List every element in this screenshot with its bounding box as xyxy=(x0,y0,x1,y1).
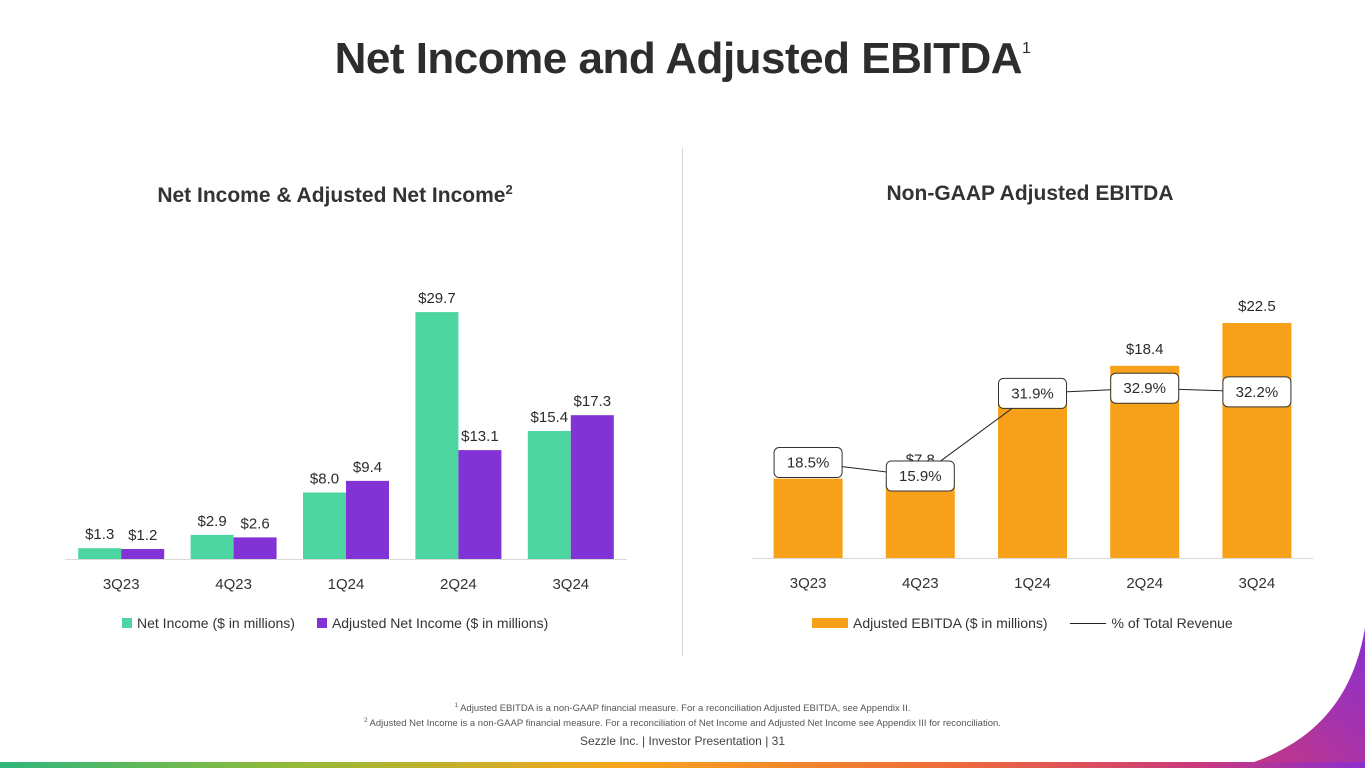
legend-swatch-adjusted-net-income xyxy=(316,618,327,628)
ebitda-value-label-2q24: $18.4 xyxy=(1126,341,1164,358)
percent-revenue-label-4q23: 15.9% xyxy=(899,468,942,485)
percent-revenue-marker-3q23 xyxy=(773,447,843,479)
adjusted-net-income-bar-1q24 xyxy=(346,480,389,559)
ebitda-chart-title: Non-GAAP Adjusted EBITDA xyxy=(886,182,1174,205)
legend-item-percent-revenue: % of Total Revenue xyxy=(1069,615,1233,631)
legend-label-adjusted-ebitda: Adjusted EBITDA ($ in millions) xyxy=(853,615,1048,631)
net-income-bar-2q24 xyxy=(415,312,459,559)
adjusted-net-income-value-label-3q24: $17.3 xyxy=(574,393,612,410)
legend-label-percent-revenue: % of Total Revenue xyxy=(1111,615,1233,631)
ebitda-value-label-3q24: $22.5 xyxy=(1238,298,1276,315)
percent-revenue-marker-3q24 xyxy=(1222,376,1292,408)
charts-canvas: $1.3 $1.2 3Q23 $2.9 $2.6 4Q23 $8.0 $9.4 1Q24 $29.… xyxy=(65,290,1313,593)
adjusted-net-income-bar-4q23 xyxy=(233,537,277,559)
ebitda-x-tick-2q24: 2Q24 xyxy=(1126,575,1163,592)
legend-swatch-adjusted-ebitda xyxy=(812,618,848,628)
net-income-value-label-1q24: $8.0 xyxy=(310,471,339,488)
adjusted-net-income-value-label-1q24: $9.4 xyxy=(353,459,382,476)
net-income-x-tick-2q24: 2Q24 xyxy=(440,576,477,593)
legend-swatch-percent-revenue xyxy=(1069,622,1106,624)
adjusted-net-income-bar-2q24 xyxy=(458,450,502,559)
net-income-x-tick-1q24: 1Q24 xyxy=(328,576,365,593)
net-income-bar-3q24 xyxy=(527,430,571,559)
net-income-chart-title: Net Income & Adjusted Net Income2 xyxy=(157,182,513,207)
percent-revenue-marker-4q23 xyxy=(885,460,955,492)
net-income-x-tick-3q23: 3Q23 xyxy=(103,576,140,593)
net-income-value-label-2q24: $29.7 xyxy=(418,290,456,307)
page-footer: Sezzle Inc. | Investor Presentation | 31 xyxy=(579,734,785,748)
net-income-value-label-3q24: $15.4 xyxy=(531,409,569,426)
footnotes: 1 Adjusted EBITDA is a non-GAAP financia… xyxy=(0,700,1365,730)
ebitda-bar-3q24 xyxy=(1222,323,1292,558)
adjusted-net-income-value-label-2q24: $13.1 xyxy=(461,428,499,445)
adjusted-net-income-bar-3q24 xyxy=(570,415,614,559)
ebitda-x-tick-3q23: 3Q23 xyxy=(790,575,827,592)
adjusted-net-income-bar-3q23 xyxy=(121,549,165,559)
corner-decoration xyxy=(1235,628,1365,768)
percent-revenue-marker-1q24 xyxy=(998,377,1067,409)
legend-item-adjusted-net-income: Adjusted Net Income ($ in millions) xyxy=(316,615,549,631)
legend-label-adjusted-net-income: Adjusted Net Income ($ in millions) xyxy=(331,615,549,631)
net-income-x-tick-4q23: 4Q23 xyxy=(215,576,252,593)
adjusted-net-income-value-label-3q23: $1.2 xyxy=(128,527,157,544)
net-income-bar-3q23 xyxy=(78,548,122,559)
footnote-2: 2 Adjusted Net Income is a non-GAAP fina… xyxy=(364,718,1001,730)
percent-revenue-label-1q24: 31.9% xyxy=(1011,385,1054,402)
legend-label-net-income: Net Income ($ in millions) xyxy=(137,615,295,631)
bottom-gradient-bar xyxy=(0,762,1365,768)
ebitda-x-tick-4q23: 4Q23 xyxy=(902,575,939,592)
net-income-bar-1q24 xyxy=(303,492,346,559)
percent-revenue-marker-2q24 xyxy=(1110,372,1180,404)
ebitda-x-tick-3q24: 3Q24 xyxy=(1239,575,1276,592)
percent-revenue-label-3q24: 32.2% xyxy=(1236,384,1279,401)
net-income-bar-4q23 xyxy=(190,534,234,559)
percent-revenue-label-3q23: 18.5% xyxy=(787,455,830,472)
net-income-value-label-4q23: $2.9 xyxy=(197,513,226,530)
page-title: Net Income and Adjusted EBITDA1 xyxy=(334,34,1031,83)
net-income-x-tick-3q24: 3Q24 xyxy=(552,576,589,593)
ebitda-legend: Adjusted EBITDA ($ in millions) % of Tot… xyxy=(812,615,1255,631)
ebitda-bar-3q23 xyxy=(773,478,843,558)
legend-item-adjusted-ebitda: Adjusted EBITDA ($ in millions) xyxy=(812,615,1048,631)
ebitda-x-tick-1q24: 1Q24 xyxy=(1014,575,1051,592)
footnote-1: 1 Adjusted EBITDA is a non-GAAP financia… xyxy=(454,703,911,715)
legend-item-net-income: Net Income ($ in millions) xyxy=(122,615,295,631)
net-income-value-label-3q23: $1.3 xyxy=(85,526,114,543)
legend-swatch-net-income xyxy=(122,618,132,628)
chart-divider xyxy=(682,148,683,656)
net-income-legend: Net Income ($ in millions) Adjusted Net … xyxy=(122,615,570,631)
adjusted-net-income-value-label-4q23: $2.6 xyxy=(240,515,269,532)
ebitda-bar-1q24 xyxy=(998,401,1067,558)
percent-revenue-label-2q24: 32.9% xyxy=(1123,380,1166,397)
